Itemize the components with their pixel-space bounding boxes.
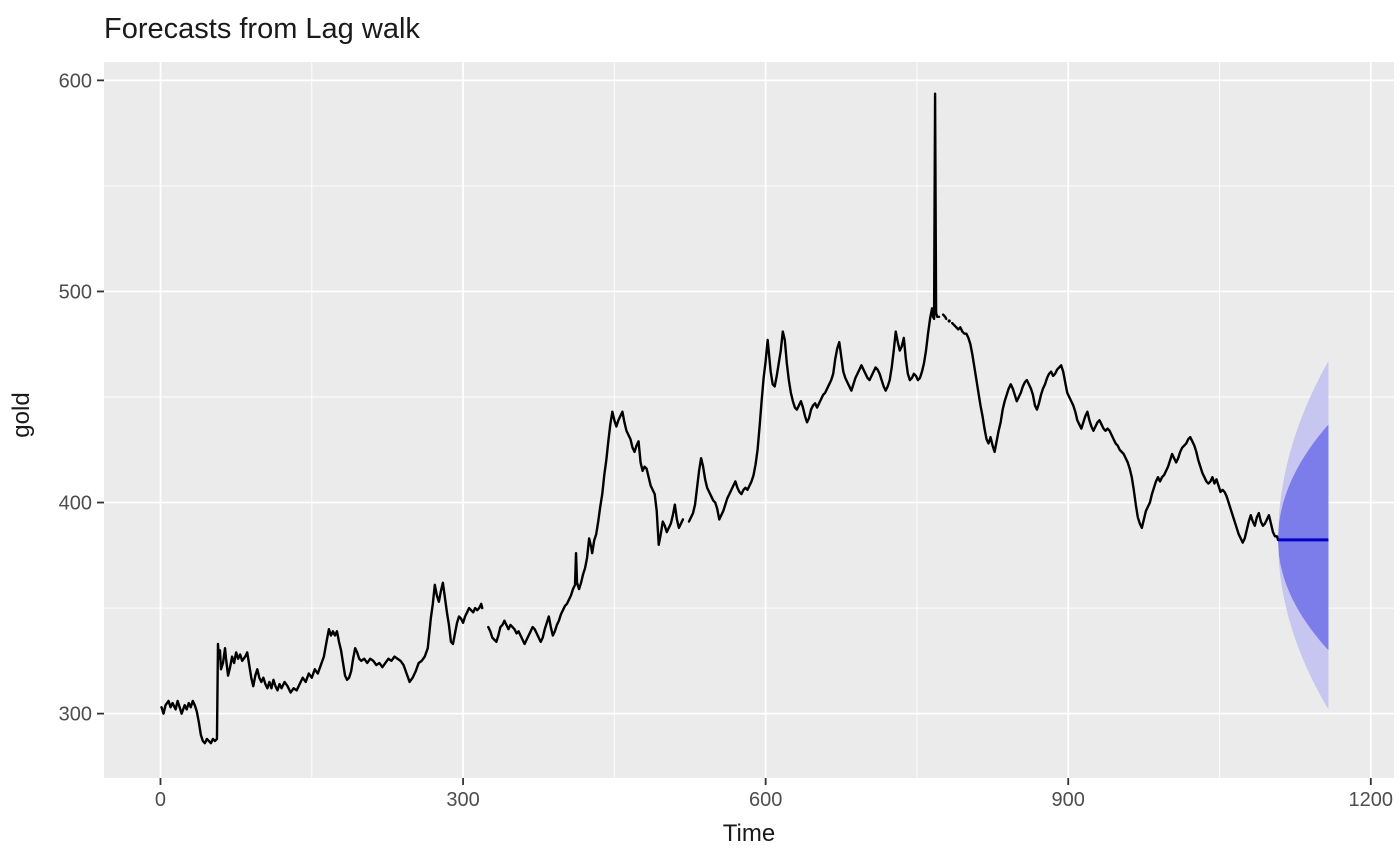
gold-series-line	[160, 92, 1280, 745]
x-tick-label: 1200	[1349, 789, 1394, 811]
chart-title: Forecasts from Lag walk	[104, 13, 420, 45]
x-tick-label: 900	[1052, 789, 1085, 811]
axis-tick-marks	[97, 79, 1372, 785]
minor-gridlines	[104, 62, 1394, 778]
plot-panel	[104, 62, 1394, 778]
x-tick-label: 0	[155, 789, 166, 811]
x-tick-label: 600	[749, 789, 782, 811]
x-tick-label: 300	[446, 789, 479, 811]
forecast-intervals	[1278, 361, 1329, 710]
y-axis-title: gold	[8, 392, 35, 437]
x-axis-title: Time	[723, 820, 775, 847]
y-tick-label: 600	[59, 70, 92, 92]
y-tick-label: 500	[59, 281, 92, 303]
axis-tick-labels: 0 300 600 900 1200 300 400 500 600	[59, 70, 1393, 811]
major-gridlines	[104, 62, 1394, 778]
y-tick-label: 300	[59, 704, 92, 726]
y-tick-label: 400	[59, 493, 92, 515]
